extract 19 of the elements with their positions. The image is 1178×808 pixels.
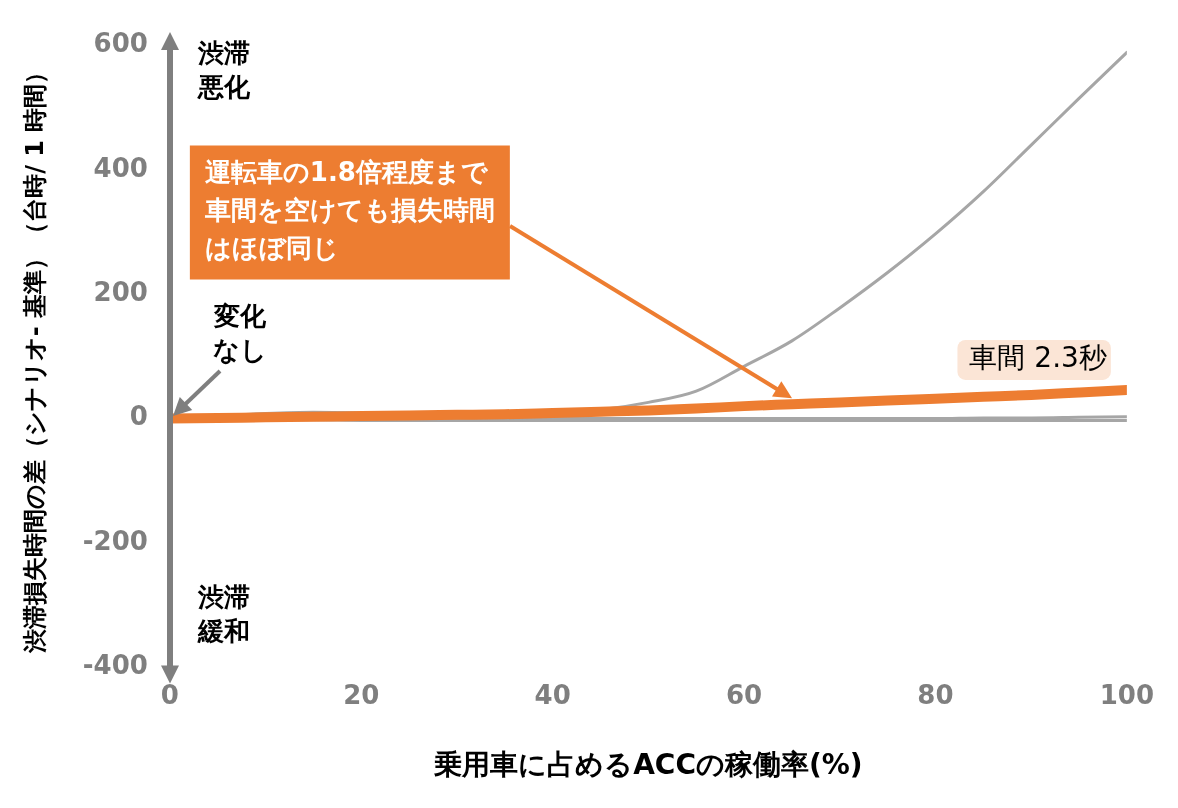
- y-tick-label: 600: [93, 28, 148, 59]
- series-label: 車間 2.3秒: [969, 341, 1107, 375]
- y-axis-title: 渋滞損失時間の差（シナリオ- 基準）（台時/ 1 時間）: [20, 59, 49, 655]
- y-tick-label: 0: [129, 401, 148, 432]
- x-tick-label: 100: [1099, 679, 1154, 710]
- x-tick-label: 80: [917, 679, 954, 710]
- y-tick-label: 200: [93, 276, 148, 307]
- x-tick-label: 40: [534, 679, 571, 710]
- x-tick-label: 0: [160, 679, 179, 710]
- x-axis-title: 乗用車に占めるACCの稼働率(%): [434, 748, 863, 782]
- y-tick-label: 400: [93, 152, 148, 183]
- annotation: 運転車の1.8倍程度まで車間を空けても損失時間はほぼ同じ: [203, 157, 495, 264]
- y-tick-label: -400: [82, 649, 148, 680]
- annotation: 渋滞悪化: [196, 38, 251, 103]
- annotation: 変化なし: [212, 301, 267, 366]
- x-tick-label: 20: [343, 679, 380, 710]
- y-tick-label: -200: [82, 525, 148, 556]
- x-tick-label: 60: [725, 679, 763, 710]
- annotation: 渋滞緩和: [196, 581, 250, 646]
